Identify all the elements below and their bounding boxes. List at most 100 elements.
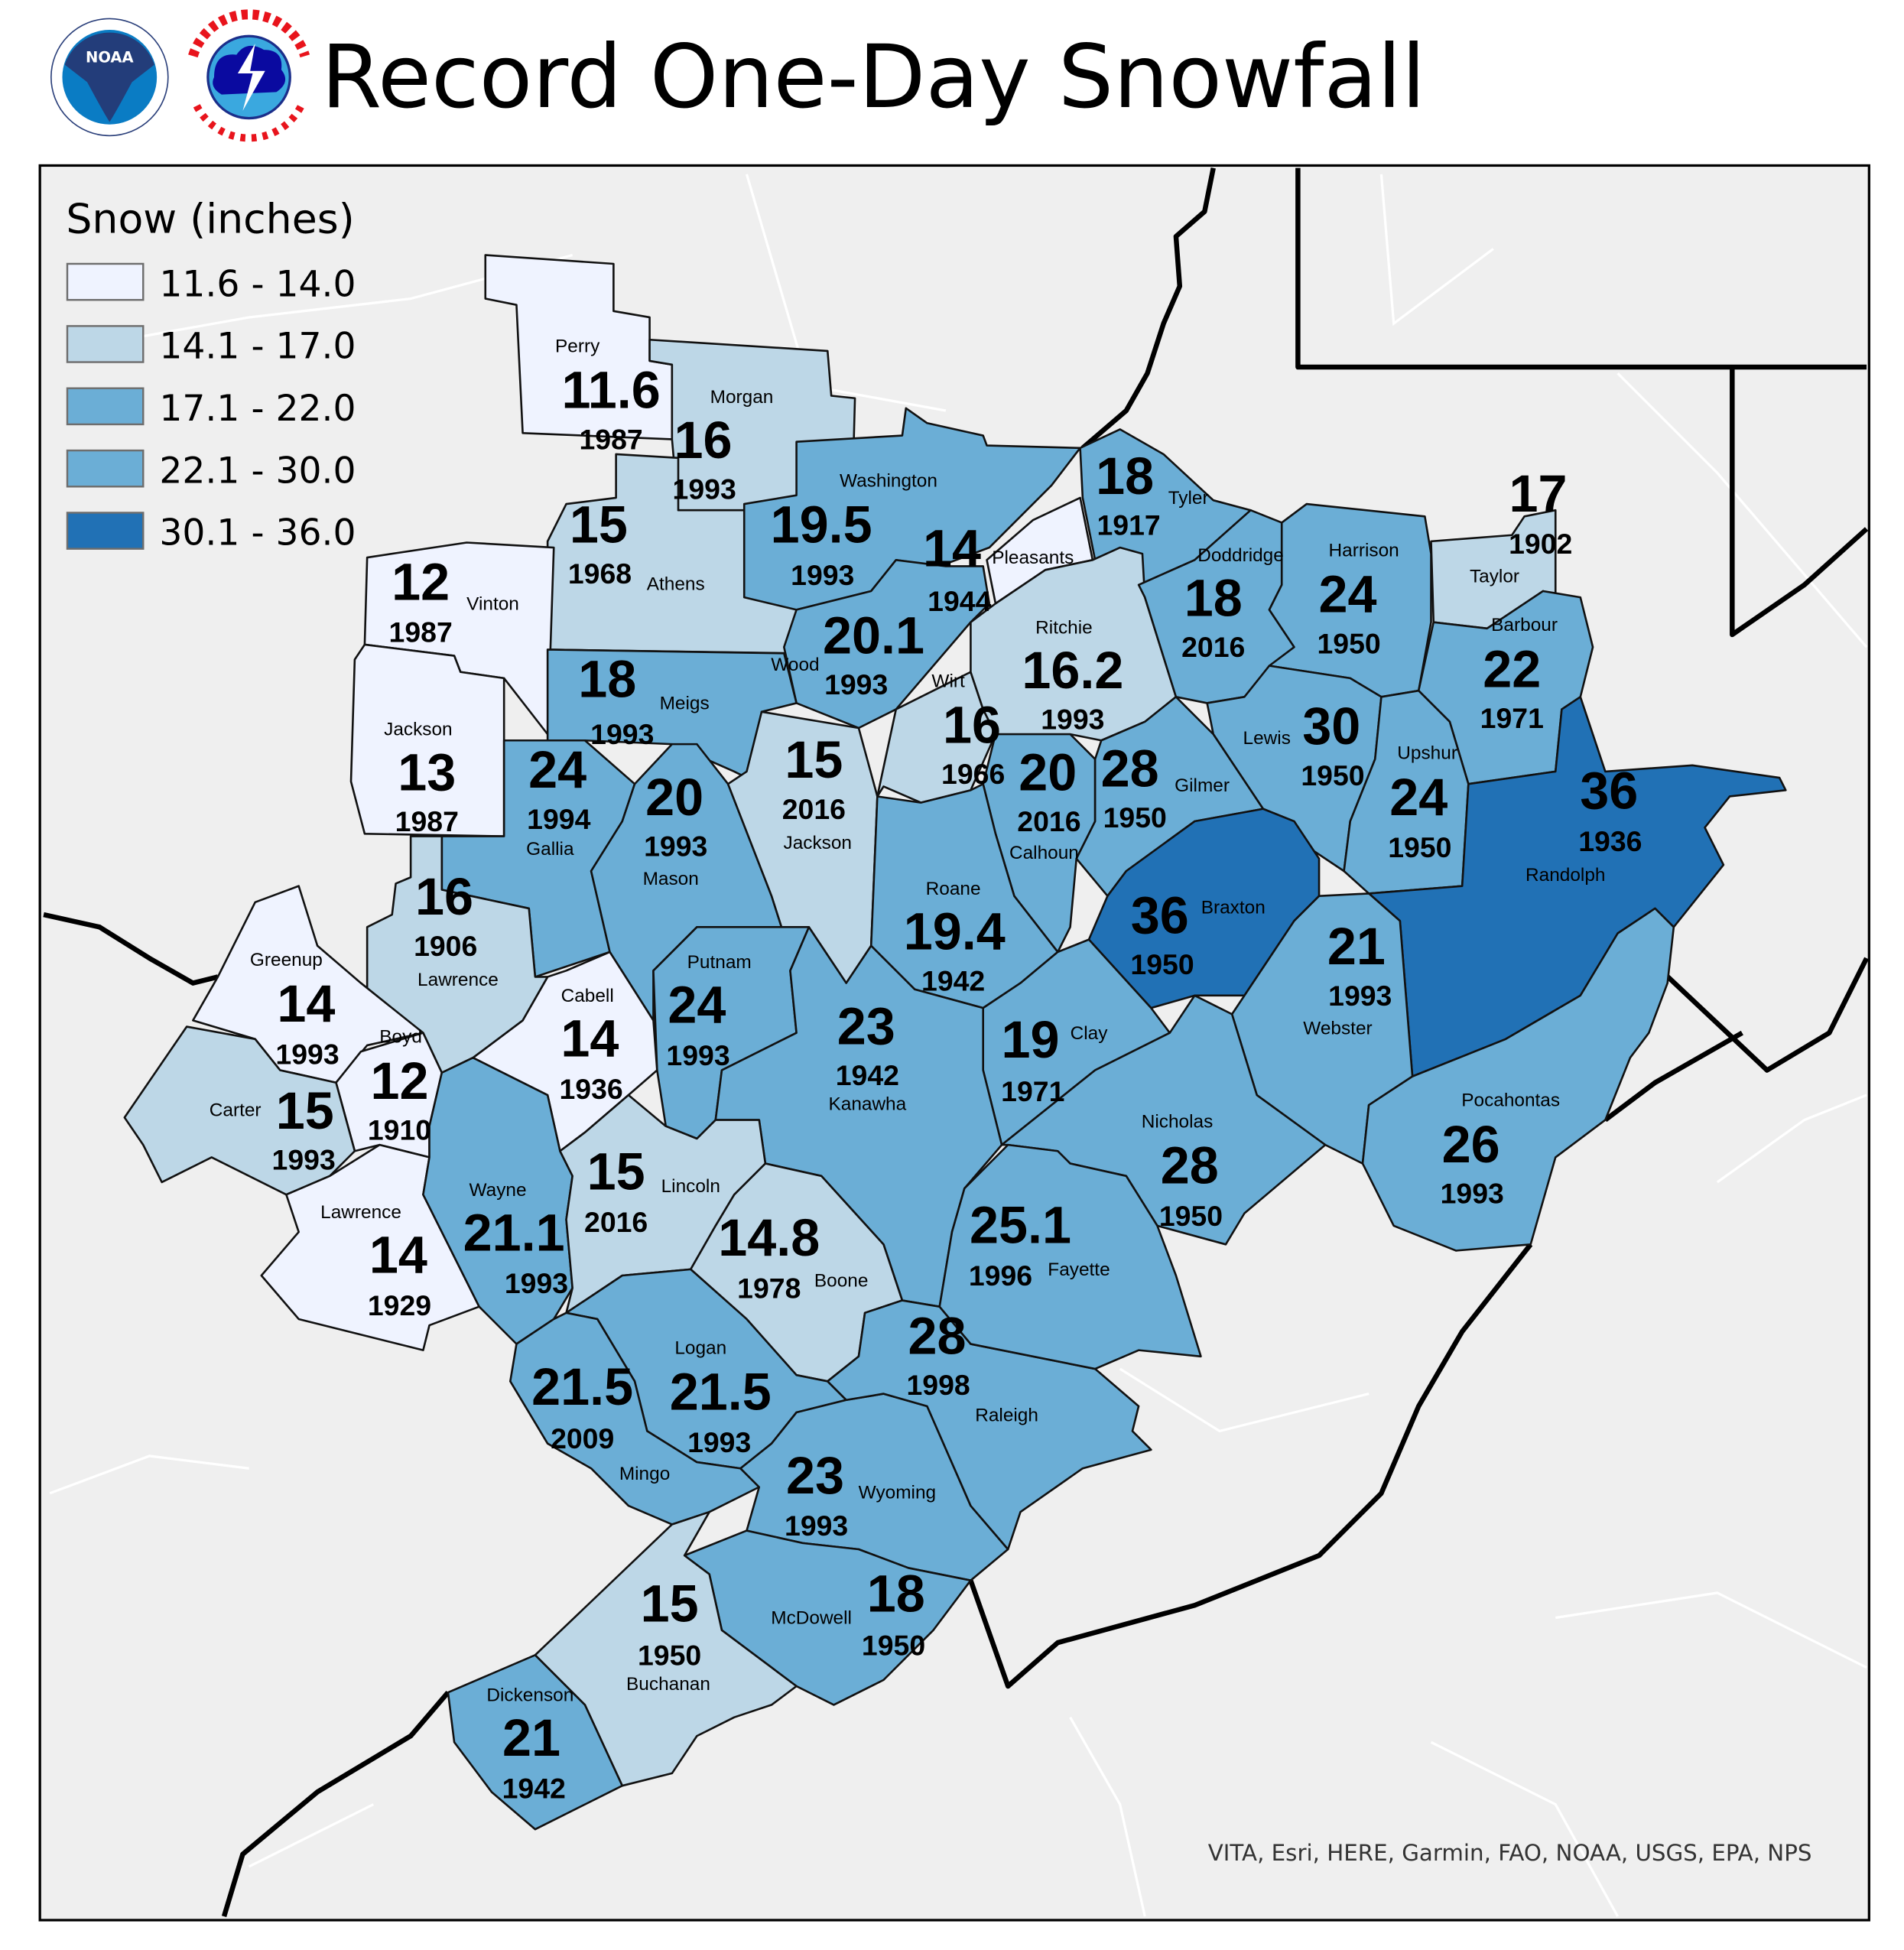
record-year-label: 1993 [791,559,854,591]
record-year-label: 1936 [559,1073,622,1105]
record-year-label: 1929 [368,1289,431,1321]
record-year-label: 1993 [1041,704,1104,736]
record-year-label: 1906 [414,930,477,962]
snowfall-value-label: 14 [369,1227,427,1285]
snowfall-value-label: 12 [370,1052,428,1110]
record-year-label: 1993 [275,1038,339,1070]
snowfall-value-label: 18 [867,1565,925,1623]
record-year-label: 1978 [737,1272,801,1304]
nws-logo [188,9,310,142]
county-name-label: Upshur [1397,743,1457,764]
county-name-label: Taylor [1470,567,1519,587]
county-name-label: Vinton [466,593,519,614]
legend-label: 22.1 - 30.0 [159,450,356,492]
record-year-label: 1950 [1103,801,1167,834]
record-year-label: 1987 [395,805,459,837]
page-title: Record One-Day Snowfall [321,26,1425,128]
county-buchanan [534,1510,798,1787]
snowfall-value-label: 19.5 [771,496,872,554]
snowfall-value-label: 24 [668,977,726,1035]
snowfall-value-label: 15 [641,1575,699,1633]
county-name-label: McDowell [771,1608,852,1629]
county-name-label: Logan [674,1338,726,1359]
snowfall-value-label: 22 [1483,640,1541,698]
record-year-label: 1950 [1159,1200,1223,1232]
record-year-label: 1993 [505,1267,568,1299]
county-name-label: Morgan [710,387,774,408]
legend-swatch [66,512,145,550]
county-gallia [440,739,636,978]
attribution: VITA, Esri, HERE, Garmin, FAO, NOAA, USG… [1208,1840,1812,1866]
noaa-logo-text: NOAA [86,48,135,66]
record-year-label: 1993 [1441,1178,1504,1210]
county-name-label: Kanawha [828,1094,906,1115]
record-year-label: 2016 [584,1206,648,1238]
county-name-label: Perry [555,336,600,357]
county-name-label: Pleasants [992,548,1074,568]
snowfall-value-label: 36 [1580,762,1638,821]
county-name-label: Calhoun [1009,843,1079,863]
record-year-label: 1950 [862,1629,925,1661]
county-fayette [938,1143,1202,1370]
county-dickenson [447,1654,624,1831]
county-name-label: Raleigh [975,1405,1038,1425]
record-year-label: 1971 [1001,1075,1064,1107]
legend-label: 17.1 - 22.0 [159,388,356,430]
county-carter [123,1025,356,1196]
county-name-label: Braxton [1201,897,1266,918]
county-name-label: Lewis [1243,728,1291,749]
legend-label: 14.1 - 17.0 [159,326,356,368]
record-year-label: 1950 [1130,948,1194,980]
county-name-label: Mason [643,869,699,889]
county-name-label: Jackson [384,720,452,740]
map-frame: Perry11.61987Morgan161993Athens151968Vin… [38,164,1870,1922]
county-name-label: Pocahontas [1461,1090,1560,1111]
county-name-label: Jackson [784,833,852,853]
county-name-label: Mingo [619,1464,670,1484]
snowfall-value-label: 36 [1131,886,1189,944]
snowfall-value-label: 11.6 [562,362,661,420]
record-year-label: 1993 [272,1144,336,1176]
county-name-label: Putnam [687,952,752,973]
record-year-label: 1944 [928,585,991,617]
snowfall-value-label: 17 [1509,465,1567,523]
record-year-label: 1902 [1509,528,1572,560]
county-name-label: Athens [647,574,705,594]
county-name-label: Gilmer [1175,775,1230,796]
record-year-label: 1936 [1578,825,1642,857]
snowfall-value-label: 25.1 [970,1197,1071,1255]
snowfall-value-label: 15 [276,1082,334,1140]
snowfall-value-label: 20 [1019,743,1077,801]
county-name-label: Clay [1071,1023,1109,1044]
snowfall-value-label: 28 [908,1308,966,1366]
snowfall-value-label: 14 [277,975,335,1033]
snowfall-value-label: 26 [1442,1116,1500,1174]
county-name-label: Boyd [379,1027,422,1048]
snowfall-value-label: 30 [1302,697,1360,756]
snowfall-value-label: 13 [398,743,456,801]
record-year-label: 1993 [824,668,888,700]
snowfall-value-label: 20.1 [823,606,924,665]
snowfall-value-label: 16 [674,411,733,470]
snowfall-value-label: 18 [1184,570,1243,628]
county-name-label: Wyoming [859,1482,936,1503]
legend-swatch [66,262,145,301]
snowfall-value-label: 16.2 [1022,642,1123,700]
record-year-label: 1998 [906,1369,970,1401]
county-name-label: Lincoln [661,1176,720,1197]
county-name-label: Dickenson [486,1685,573,1706]
snowfall-value-label: 20 [645,769,703,827]
snowfall-value-label: 19 [1002,1011,1060,1069]
snowfall-value-label: 14.8 [718,1209,820,1267]
county-pocahontas [1361,907,1675,1252]
snowfall-value-label: 21 [502,1709,560,1767]
snowfall-value-label: 28 [1161,1137,1219,1195]
record-year-label: 2016 [782,793,846,825]
snowfall-value-label: 21 [1327,918,1386,976]
county-name-label: Fayette [1048,1259,1110,1280]
snowfall-value-label: 18 [578,650,636,708]
county-name-label: Buchanan [626,1674,710,1695]
snowfall-value-label: 24 [1389,769,1447,827]
county-lawrence [260,1143,480,1351]
county-name-label: Harrison [1329,540,1399,561]
